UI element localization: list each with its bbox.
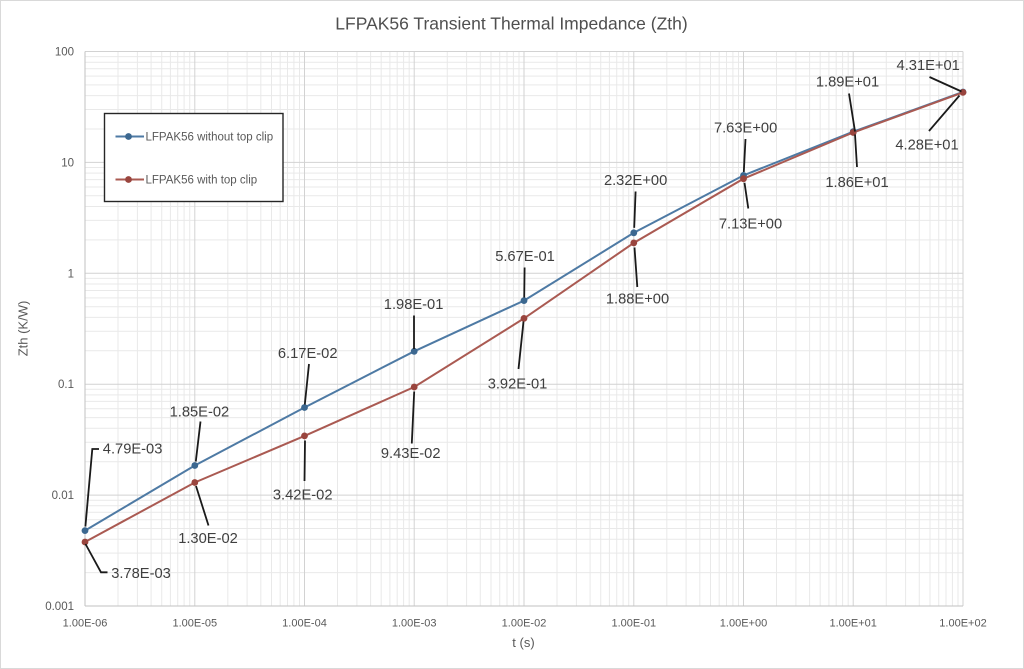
svg-text:1.00E-04: 1.00E-04 [282, 618, 327, 630]
svg-text:1.00E+02: 1.00E+02 [939, 618, 986, 630]
svg-text:7.63E+00: 7.63E+00 [714, 121, 777, 137]
svg-text:t (s): t (s) [512, 635, 534, 650]
svg-text:1.30E-02: 1.30E-02 [178, 531, 238, 547]
svg-text:1.00E-01: 1.00E-01 [611, 618, 656, 630]
svg-text:LFPAK56 with top clip: LFPAK56 with top clip [146, 175, 258, 187]
svg-text:9.43E-02: 9.43E-02 [381, 446, 441, 462]
svg-text:Zth (K/W): Zth (K/W) [16, 301, 31, 357]
svg-text:1: 1 [68, 268, 74, 280]
svg-text:1.00E-05: 1.00E-05 [172, 618, 217, 630]
svg-text:100: 100 [55, 47, 74, 59]
svg-text:7.13E+00: 7.13E+00 [719, 217, 782, 233]
svg-text:1.00E-03: 1.00E-03 [392, 618, 437, 630]
svg-text:0.001: 0.001 [45, 601, 74, 613]
svg-text:5.67E-01: 5.67E-01 [495, 249, 555, 265]
svg-text:0.01: 0.01 [52, 490, 74, 502]
svg-text:3.92E-01: 3.92E-01 [488, 377, 548, 393]
svg-text:4.28E+01: 4.28E+01 [895, 138, 958, 154]
svg-text:LFPAK56 without top clip: LFPAK56 without top clip [146, 132, 274, 144]
svg-text:1.86E+01: 1.86E+01 [825, 175, 888, 191]
svg-text:10: 10 [61, 157, 74, 169]
svg-text:4.31E+01: 4.31E+01 [897, 58, 960, 74]
svg-text:6.17E-02: 6.17E-02 [278, 346, 338, 362]
svg-text:1.85E-02: 1.85E-02 [170, 405, 230, 421]
svg-text:1.00E+00: 1.00E+00 [720, 618, 767, 630]
svg-text:LFPAK56 Transient Thermal Impe: LFPAK56 Transient Thermal Impedance (Zth… [335, 14, 687, 34]
svg-text:1.89E+01: 1.89E+01 [816, 75, 879, 91]
svg-text:3.42E-02: 3.42E-02 [273, 488, 333, 504]
svg-text:1.88E+00: 1.88E+00 [606, 292, 669, 308]
svg-text:1.00E+01: 1.00E+01 [829, 618, 876, 630]
svg-text:1.98E-01: 1.98E-01 [384, 297, 444, 313]
svg-text:1.00E-02: 1.00E-02 [502, 618, 547, 630]
svg-text:2.32E+00: 2.32E+00 [604, 173, 667, 189]
svg-text:3.78E-03: 3.78E-03 [111, 566, 171, 582]
svg-text:1.00E-06: 1.00E-06 [63, 618, 108, 630]
svg-text:0.1: 0.1 [58, 379, 74, 391]
svg-text:4.79E-03: 4.79E-03 [103, 442, 163, 458]
